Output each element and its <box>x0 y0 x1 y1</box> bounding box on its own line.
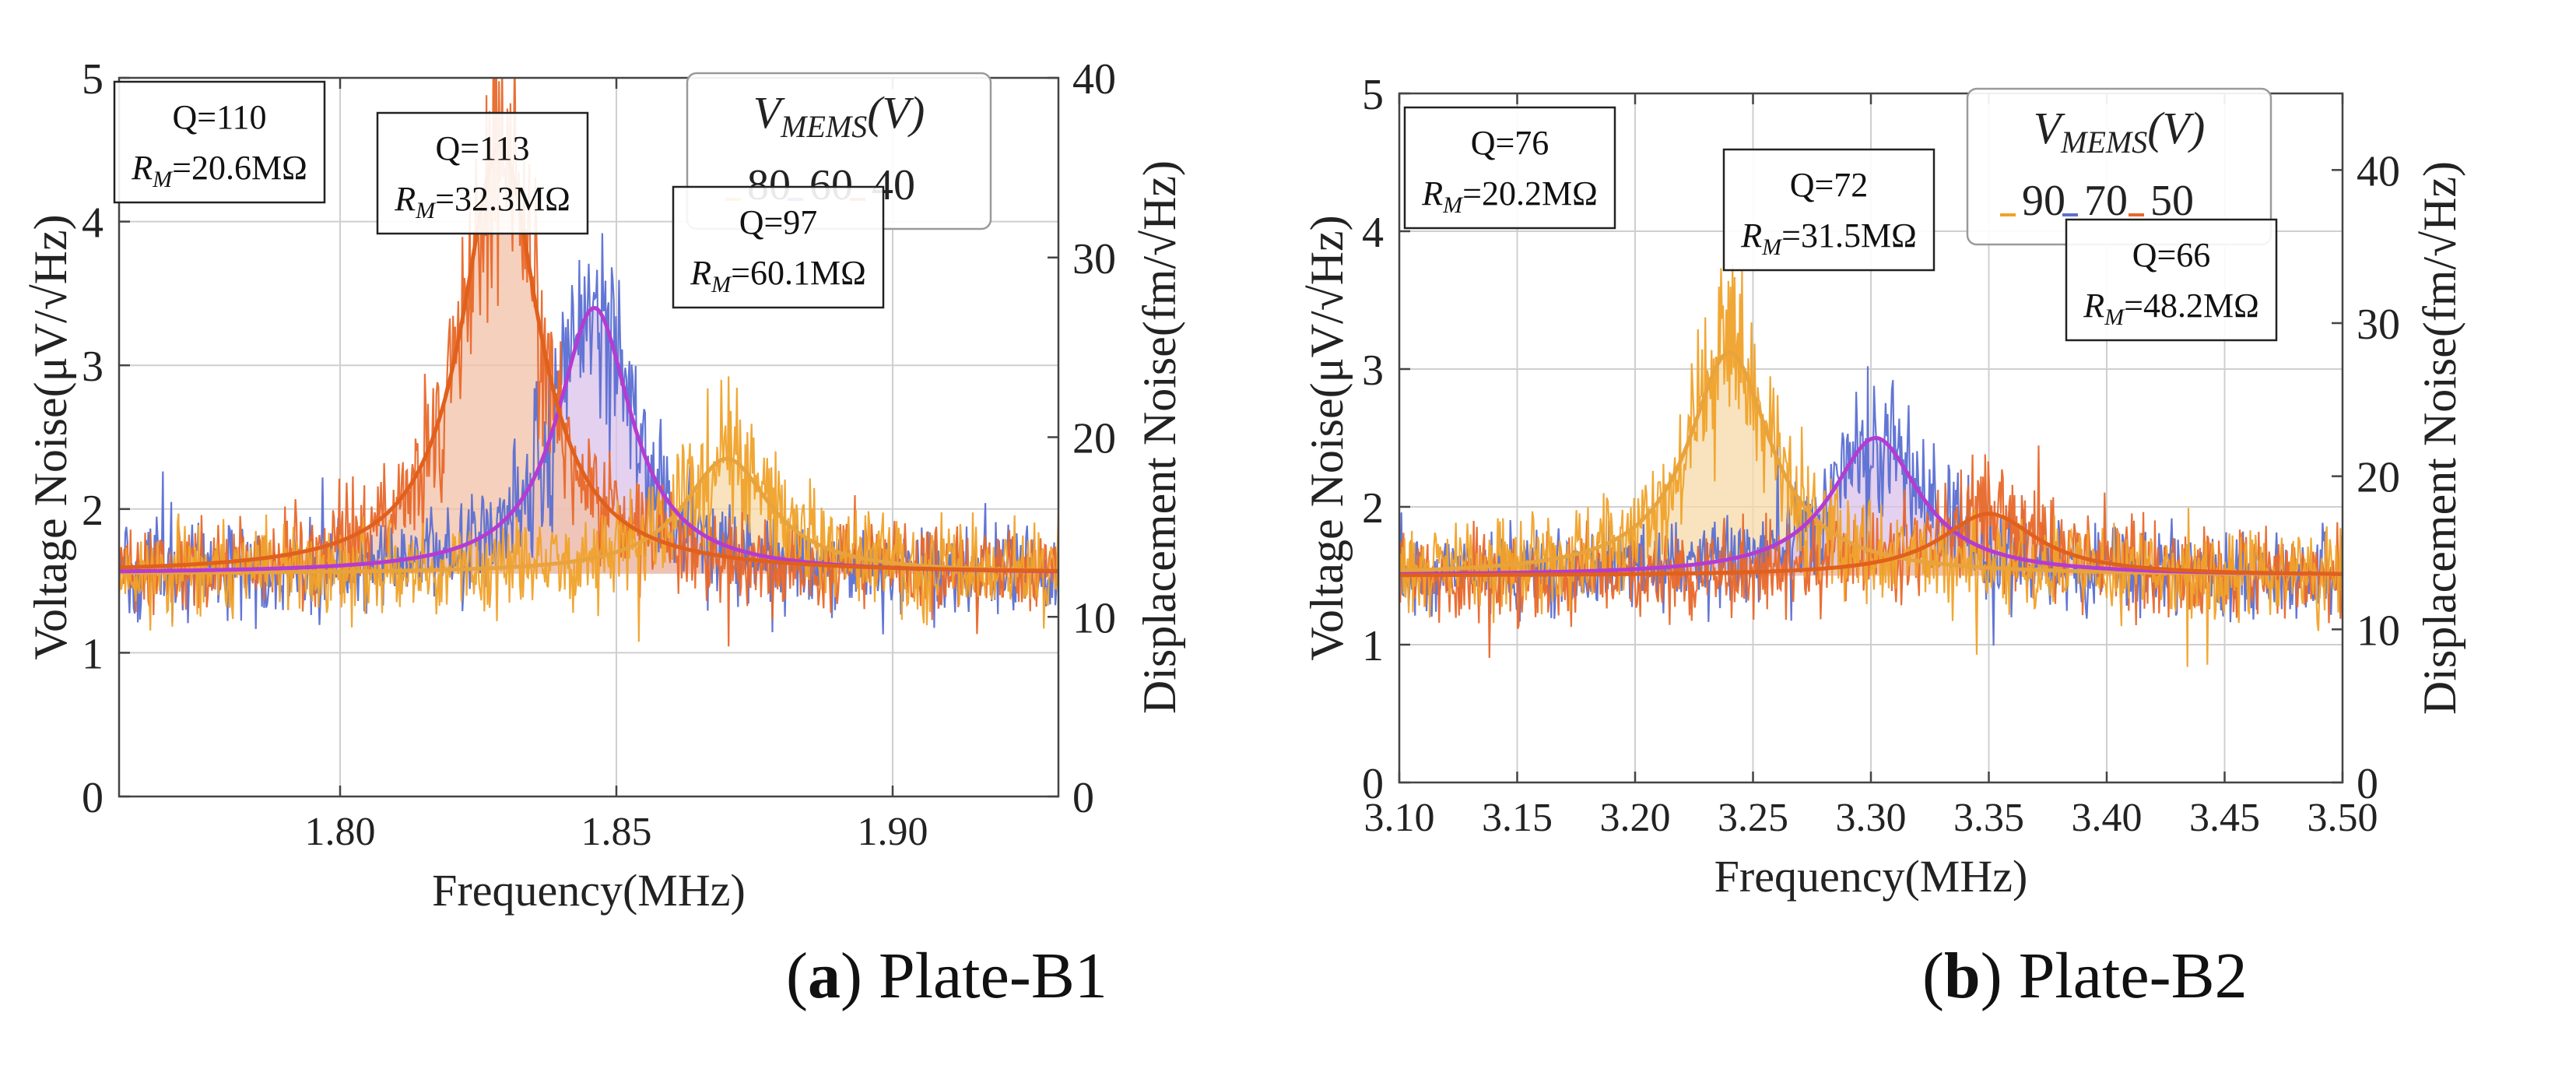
annotation-q-2: Q=66 <box>2132 236 2211 274</box>
series-fit-40 <box>119 143 1058 573</box>
x-axis-label: Frequency(MHz) <box>1714 851 2028 902</box>
y-right-tick-label-0: 0 <box>2357 760 2378 808</box>
legend-entry-90: 90 <box>2022 177 2065 225</box>
annotation-box-0 <box>1403 106 1616 230</box>
annotation-rm-0: RM=20.2MΩ <box>1421 174 1598 218</box>
y-tick-label-3: 3 <box>82 343 104 391</box>
x-tick-label-7: 3.45 <box>2189 796 2260 840</box>
annotation-q-0: Q=76 <box>1471 124 1549 162</box>
y-right-tick-label-2: 20 <box>2357 454 2400 502</box>
y-tick-label-0: 0 <box>1362 760 1384 808</box>
y-axis-label-right: Displacement Noise(fm/√Hz) <box>1134 160 1185 714</box>
caption-a-text: Plate-B1 <box>878 940 1107 1012</box>
annotation-box-1 <box>1722 148 1936 272</box>
y-right-tick-label-1: 10 <box>2357 607 2400 655</box>
annotation-box-1 <box>376 111 589 235</box>
caption-b-text: Plate-B2 <box>2018 940 2248 1012</box>
chart-panel-b: 3.10 3.15 3.20 3.25 3.30 3.35 3.40 3.45 3.500123… <box>1301 71 2465 902</box>
x-tick-label-5: 3.35 <box>1953 796 2024 840</box>
y-right-tick-label-4: 40 <box>1072 55 1116 104</box>
caption-b-letter: b <box>1943 940 1981 1012</box>
x-tick-label-2: 3.20 <box>1600 796 1671 840</box>
annotation-rm-2: RM=48.2MΩ <box>2083 287 2259 330</box>
plot-area-a <box>119 78 1058 647</box>
x-tick-label-0: 1.80 <box>305 810 376 854</box>
annotation-rm-1: RM=32.3MΩ <box>394 180 570 223</box>
y-tick-label-1: 1 <box>82 630 104 678</box>
series-fit-50 <box>1399 512 2343 578</box>
y-tick-label-5: 5 <box>82 55 104 104</box>
y-tick-label-1: 1 <box>1362 622 1384 670</box>
caption-b: (b) Plate-B2 <box>1922 940 2248 1012</box>
series-raw-90 <box>1399 263 2343 667</box>
y-tick-label-3: 3 <box>1362 346 1384 395</box>
y-right-tick-label-1: 10 <box>1072 594 1116 642</box>
annotation-box-2 <box>2065 218 2278 342</box>
x-tick-label-1: 1.85 <box>581 810 652 854</box>
annotation-q-1: Q=113 <box>436 129 530 167</box>
y-tick-label-4: 4 <box>82 199 104 248</box>
annotation-q-2: Q=97 <box>739 203 818 241</box>
annotation-q-1: Q=72 <box>1790 166 1869 204</box>
y-right-tick-label-0: 0 <box>1072 774 1094 822</box>
x-tick-label-6: 3.40 <box>2072 796 2143 840</box>
y-right-tick-label-3: 30 <box>1072 235 1116 283</box>
x-tick-label-1: 3.15 <box>1482 796 1553 840</box>
plot-area-b <box>1399 263 2343 667</box>
y-right-tick-label-2: 20 <box>1072 415 1116 463</box>
y-right-tick-label-4: 40 <box>2357 147 2400 195</box>
legend-title: VMEMS(V) <box>753 87 925 144</box>
y-tick-label-2: 2 <box>82 487 104 535</box>
x-tick-label-4: 3.30 <box>1836 796 1907 840</box>
y-axis-label-right: Displacement Noise(fm/√Hz) <box>2414 161 2465 715</box>
y-tick-label-0: 0 <box>82 774 104 822</box>
y-right-tick-label-3: 30 <box>2357 301 2400 349</box>
x-tick-label-8: 3.50 <box>2308 796 2378 840</box>
x-tick-label-0: 3.10 <box>1364 796 1435 840</box>
x-tick-label-3: 3.25 <box>1718 796 1788 840</box>
caption-a-letter: a <box>807 940 841 1012</box>
y-tick-label-5: 5 <box>1362 71 1384 119</box>
y-axis-label-left: Voltage Noise(μV/√Hz) <box>25 214 76 659</box>
annotation-rm-0: RM=20.6MΩ <box>131 149 307 192</box>
legend-entry-50: 50 <box>2150 177 2194 225</box>
annotation-rm-2: RM=60.1MΩ <box>690 254 866 297</box>
annotation-box-2 <box>672 185 885 309</box>
x-tick-label-2: 1.90 <box>858 810 928 854</box>
chart-panel-a: 1.80 1.85 1.90 0 1 2 3 4 5 0 10 20 30 40 Frequency(MHz… <box>25 55 1185 916</box>
y-tick-label-4: 4 <box>1362 209 1384 257</box>
series-fit-80 <box>119 456 1058 575</box>
annotation-q-0: Q=110 <box>173 98 267 136</box>
x-axis-label: Frequency(MHz) <box>432 865 746 916</box>
series-fill-70 <box>1399 438 2343 576</box>
legend-entry-70: 70 <box>2084 177 2128 225</box>
annotation-rm-1: RM=31.5MΩ <box>1740 216 1917 260</box>
annotation-box-0 <box>113 80 326 204</box>
y-tick-label-2: 2 <box>1362 484 1384 533</box>
caption-a: (a) Plate-B1 <box>786 940 1107 1012</box>
y-axis-label-left: Voltage Noise(μV/√Hz) <box>1301 215 1353 660</box>
